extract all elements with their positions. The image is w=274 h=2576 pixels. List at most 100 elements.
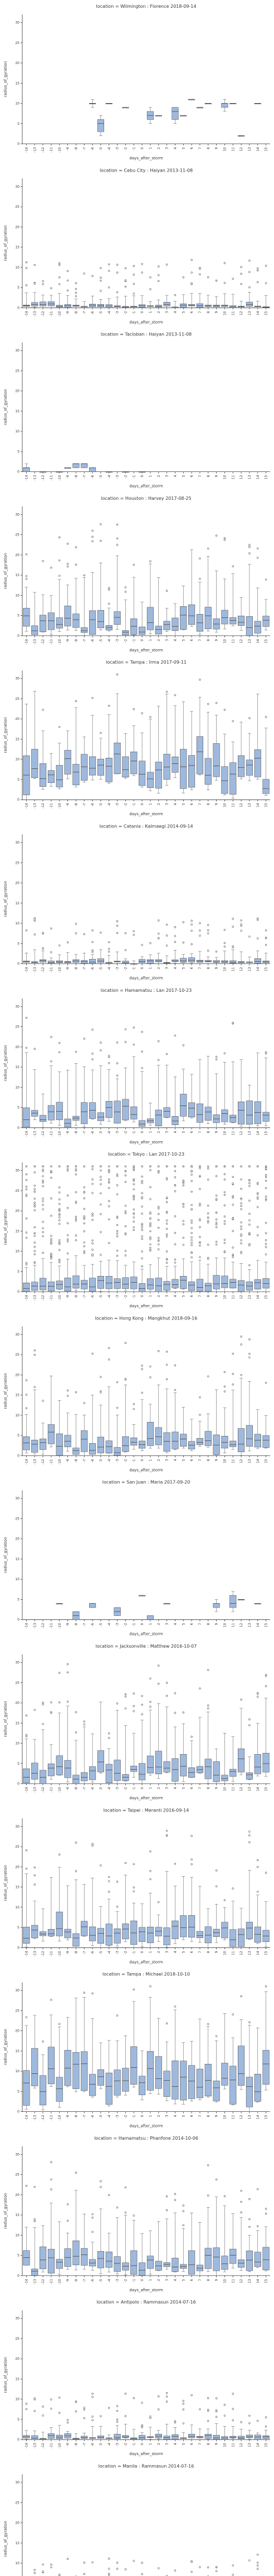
outlier-point <box>108 1187 110 1189</box>
outlier-point <box>42 1181 44 1184</box>
y-tick-label: 5 <box>17 942 19 946</box>
outlier-point <box>133 1188 135 1190</box>
outlier-point <box>165 1223 168 1225</box>
outlier-point <box>174 1258 177 1261</box>
outlier-point <box>116 924 119 927</box>
outlier-point <box>190 1863 193 1866</box>
x-tick-label: -7 <box>82 803 86 806</box>
x-tick-label: 3 <box>165 1131 169 1133</box>
outlier-point <box>190 271 193 274</box>
outlier-point <box>83 1991 85 1994</box>
x-tick-label: 12 <box>239 311 243 315</box>
outlier-point <box>232 1182 234 1185</box>
box <box>254 1434 261 1448</box>
x-tick-label: -14 <box>25 2443 28 2448</box>
x-tick-label: 2 <box>157 1787 161 1789</box>
x-tick-label: 2 <box>157 1951 161 1953</box>
x-tick-label: 1 <box>149 2443 153 2445</box>
x-tick-label: 13 <box>248 1295 252 1299</box>
outlier-point <box>58 1210 61 1212</box>
outlier-point <box>25 1734 28 1736</box>
x-tick-label: 2 <box>157 475 161 477</box>
x-tick-label: 8 <box>207 2279 211 2281</box>
x-tick-label: -13 <box>33 1787 37 1793</box>
box <box>188 304 195 306</box>
outlier-point <box>50 2407 52 2410</box>
outlier-point <box>158 1243 160 1245</box>
outlier-point <box>116 271 119 274</box>
x-tick-label: 13 <box>248 2279 252 2283</box>
outlier-point <box>199 2566 201 2568</box>
x-tick-label: -3 <box>116 967 120 970</box>
box <box>122 1277 129 1289</box>
outlier-point <box>100 932 102 934</box>
outlier-point <box>141 712 143 714</box>
outlier-point <box>190 1232 193 1234</box>
box <box>229 2066 237 2105</box>
outlier-point <box>42 1208 44 1210</box>
outlier-point <box>91 1029 94 1031</box>
outlier-point <box>215 1055 218 1058</box>
outlier-point <box>240 1228 242 1230</box>
outlier-point <box>199 1175 201 1177</box>
outlier-point <box>91 1249 94 1251</box>
outlier-point <box>83 1230 85 1233</box>
x-tick-label: 0 <box>140 1131 144 1133</box>
outlier-point <box>165 1219 168 1221</box>
outlier-point <box>240 1178 242 1181</box>
x-tick-label: -12 <box>41 2443 45 2448</box>
x-tick-label: -13 <box>33 2279 37 2285</box>
box <box>221 1275 228 1288</box>
outlier-point <box>33 1201 36 1204</box>
x-tick-label: -14 <box>25 1623 28 1629</box>
x-tick-label: 0 <box>140 2279 144 2281</box>
outlier-point <box>50 927 52 930</box>
outlier-point <box>33 1866 36 1869</box>
y-axis-label: radius_of_gyration <box>3 717 8 753</box>
box <box>23 1926 30 1944</box>
box <box>114 611 121 625</box>
outlier-point <box>207 1258 209 1260</box>
x-tick-label: -5 <box>99 311 103 314</box>
box <box>64 1278 71 1292</box>
box <box>114 742 121 774</box>
y-tick-label: 20 <box>15 1373 19 1377</box>
box <box>246 2077 253 2107</box>
outlier-point <box>124 949 127 951</box>
outlier-point <box>58 1701 61 1703</box>
x-tick-label: 7 <box>198 803 202 805</box>
outlier-point <box>75 295 77 298</box>
box <box>155 1427 162 1445</box>
box <box>213 1603 220 1608</box>
outlier-point <box>149 1249 151 1252</box>
box <box>56 765 63 787</box>
x-tick-label: -12 <box>41 803 45 809</box>
outlier-point <box>240 929 242 932</box>
box <box>130 1437 138 1445</box>
outlier-point <box>108 2574 110 2576</box>
box <box>47 961 55 964</box>
outlier-point <box>108 1205 110 1207</box>
outlier-point <box>158 1212 160 1215</box>
x-tick-label: -7 <box>82 475 86 478</box>
y-tick-label: 20 <box>15 553 19 557</box>
y-tick-label: 25 <box>15 697 19 701</box>
outlier-point <box>83 1222 85 1225</box>
x-tick-label: 3 <box>165 2115 169 2117</box>
outlier-point <box>190 2561 193 2563</box>
box <box>196 1279 204 1292</box>
outlier-point <box>100 1231 102 1233</box>
outlier-point <box>257 269 259 272</box>
box <box>221 766 228 794</box>
box <box>130 1277 138 1289</box>
outlier-point <box>42 560 44 562</box>
facet-panel: location = San Juan : Maria 2017-09-20ra… <box>3 1480 270 1637</box>
outlier-point <box>190 919 193 922</box>
box <box>188 1282 195 1291</box>
x-tick-label: -1 <box>132 2115 136 2118</box>
outlier-point <box>232 926 234 928</box>
outlier-point <box>182 2422 184 2424</box>
outlier-point <box>190 1239 193 1241</box>
x-tick-label: 10 <box>223 803 227 807</box>
